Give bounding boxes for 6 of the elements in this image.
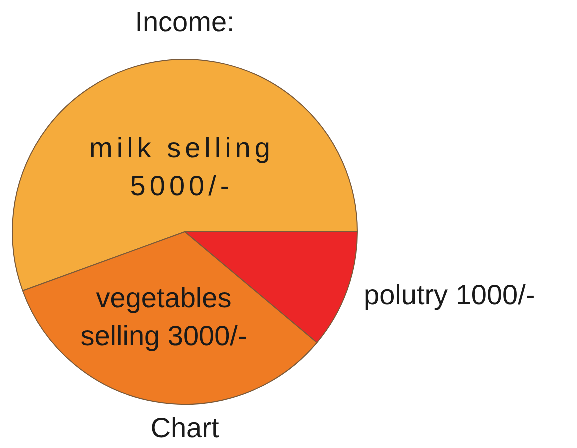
chart-title: Income:	[135, 6, 235, 38]
slice-label: polutry 1000/-	[364, 280, 536, 311]
slice-label: milk selling	[90, 132, 274, 164]
data-label: 5000/-	[130, 170, 234, 202]
slice-label: vegetables selling 3000/-	[80, 282, 248, 352]
text: Chart	[150, 412, 220, 444]
